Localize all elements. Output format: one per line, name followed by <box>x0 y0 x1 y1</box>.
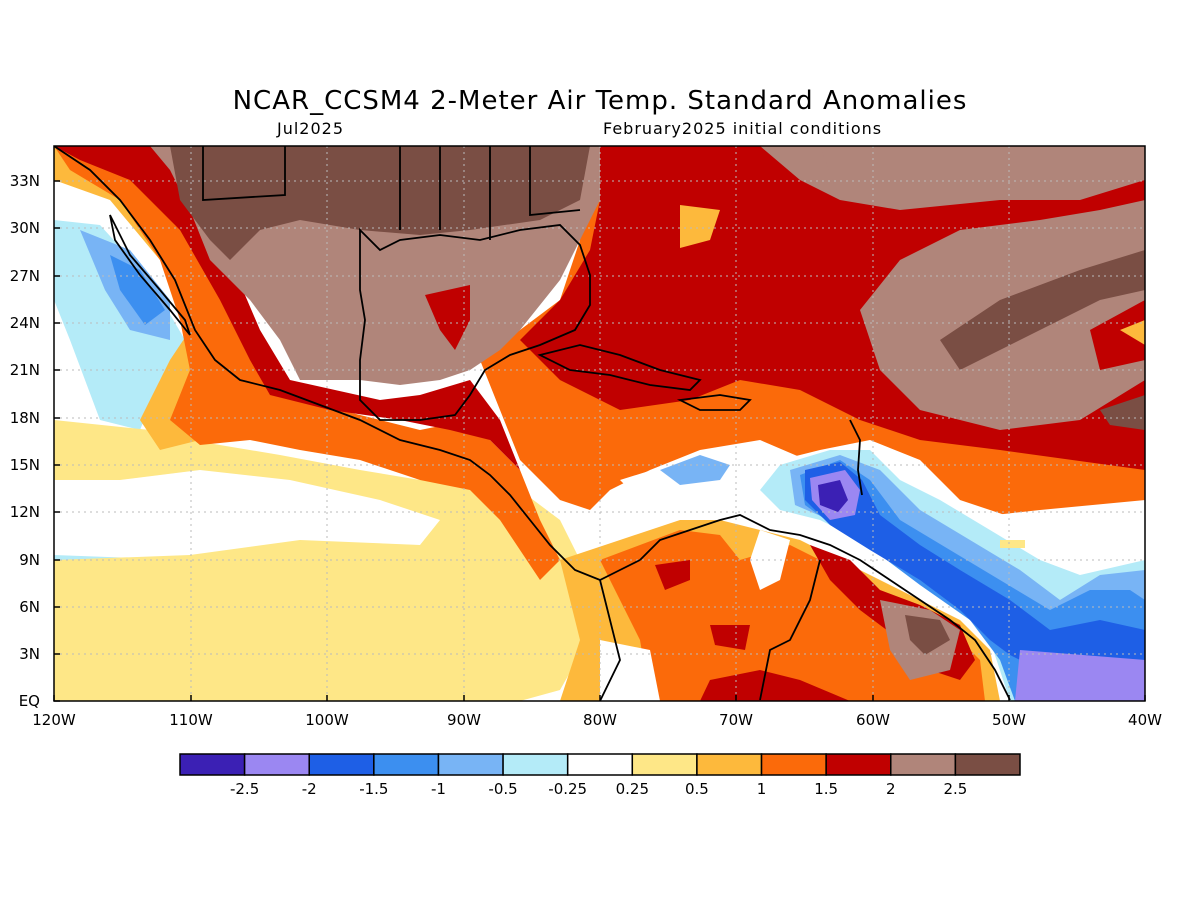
colorbar-label: -0.5 <box>488 780 517 798</box>
colorbar-label: -1 <box>431 780 446 798</box>
graticule <box>54 146 1145 701</box>
colorbar-swatch <box>566 753 634 776</box>
colorbar-label: -2.5 <box>230 780 259 798</box>
colorbar-swatch <box>696 753 763 776</box>
lon-label: 70W <box>719 711 753 729</box>
anomaly-region-baja-cool <box>54 220 185 430</box>
colorbar-swatch <box>437 753 504 776</box>
lon-label: 50W <box>992 711 1026 729</box>
colorbar-label: 0.25 <box>616 780 649 798</box>
init-conditions: February2025 initial conditions <box>603 119 883 138</box>
colorbar-label: 2 <box>886 780 896 798</box>
colorbar-swatch <box>954 753 1021 776</box>
colorbar-label: -0.25 <box>548 780 587 798</box>
colorbar-label: 1.5 <box>814 780 838 798</box>
lat-label: 18N <box>10 409 40 427</box>
lat-label: 33N <box>10 172 40 190</box>
coastlines <box>54 146 1011 701</box>
map-title: NCAR_CCSM4 2-Meter Air Temp. Standard An… <box>232 86 968 116</box>
lon-label: 40W <box>1128 711 1162 729</box>
colorbar-swatch <box>373 753 440 776</box>
lon-label: 120W <box>32 711 76 729</box>
colorbar-swatch <box>760 753 827 776</box>
colorbar-swatch <box>502 753 569 776</box>
colorbar-swatch <box>243 753 310 776</box>
colorbar-swatch <box>179 753 246 776</box>
lon-label: 80W <box>583 711 617 729</box>
colorbar-label: 2.5 <box>943 780 967 798</box>
lat-label: 6N <box>19 598 40 616</box>
colorbar-swatch <box>631 753 698 776</box>
valid-month: Jul2025 <box>277 119 345 138</box>
lat-label: 15N <box>10 456 40 474</box>
colorbar-label: -1.5 <box>359 780 388 798</box>
colorbar-label: 1 <box>757 780 767 798</box>
colorbar-swatch <box>308 753 375 776</box>
colorbar: -2.5 -2 -1.5 -1 -0.5 -0.25 0.25 0.5 1 1.5 2 2.5 <box>179 753 1021 798</box>
anomaly-field <box>54 146 1145 701</box>
lon-axis: 120W 110W 100W 90W 80W 70W 60W 50W 40W <box>32 695 1162 729</box>
lon-label: 100W <box>305 711 349 729</box>
lat-label: 27N <box>10 267 40 285</box>
lat-label: EQ <box>19 692 40 710</box>
lat-label: 12N <box>10 503 40 521</box>
lat-axis: 33N 30N 27N 24N 21N 18N 15N 12N 9N 6N 3N… <box>10 172 60 710</box>
colorbar-swatch <box>825 753 892 776</box>
lat-label: 21N <box>10 361 40 379</box>
lat-label: 9N <box>19 551 40 569</box>
lon-label: 90W <box>447 711 481 729</box>
lat-label: 3N <box>19 645 40 663</box>
lon-label: 110W <box>169 711 213 729</box>
colorbar-label: 0.5 <box>685 780 709 798</box>
lon-label: 60W <box>856 711 890 729</box>
lat-label: 24N <box>10 314 40 332</box>
lat-label: 30N <box>10 219 40 237</box>
colorbar-swatch <box>890 753 957 776</box>
colorbar-label: -2 <box>302 780 317 798</box>
